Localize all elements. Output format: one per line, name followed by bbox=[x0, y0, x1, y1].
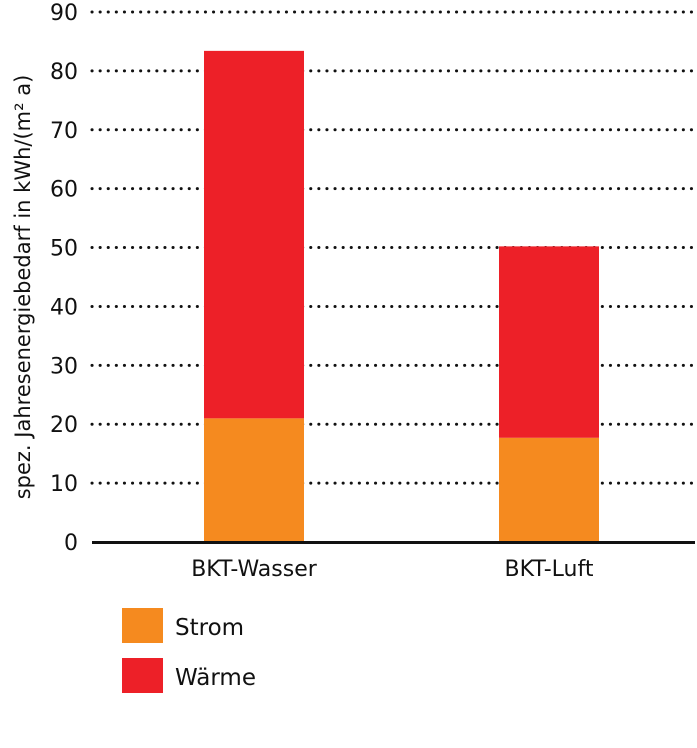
legend-swatch bbox=[122, 658, 163, 693]
legend-label: Wärme bbox=[175, 665, 256, 691]
category-label: BKT-Wasser bbox=[191, 557, 318, 582]
legend: Strom Wärme bbox=[122, 608, 256, 693]
bar-wrme-1 bbox=[499, 246, 599, 438]
category-labels: BKT-Wasser BKT-Luft bbox=[191, 557, 594, 582]
y-tick-label: 40 bbox=[50, 295, 78, 320]
y-tick-label: 70 bbox=[50, 119, 78, 144]
y-tick-label: 90 bbox=[50, 1, 78, 26]
y-tick-label: 50 bbox=[50, 237, 78, 262]
y-tick-labels: 0 10 20 30 40 50 60 70 80 90 bbox=[50, 1, 78, 556]
bars bbox=[204, 50, 599, 542]
y-tick-label: 20 bbox=[50, 413, 78, 438]
y-tick-label: 30 bbox=[50, 354, 78, 379]
bar-strom-0 bbox=[204, 418, 304, 542]
gridlines bbox=[90, 10, 697, 485]
y-tick-label: 10 bbox=[50, 472, 78, 497]
bar-wrme-0 bbox=[204, 50, 304, 419]
y-tick-label: 0 bbox=[64, 531, 78, 556]
category-label: BKT-Luft bbox=[505, 557, 594, 582]
y-tick-label: 60 bbox=[50, 178, 78, 203]
legend-label: Strom bbox=[175, 615, 244, 641]
y-tick-label: 80 bbox=[50, 60, 78, 85]
bar-strom-1 bbox=[499, 437, 599, 542]
legend-swatch bbox=[122, 608, 163, 643]
y-axis-label: spez. Jahresenergiebedarf in kWh/(m² a) bbox=[11, 75, 35, 500]
